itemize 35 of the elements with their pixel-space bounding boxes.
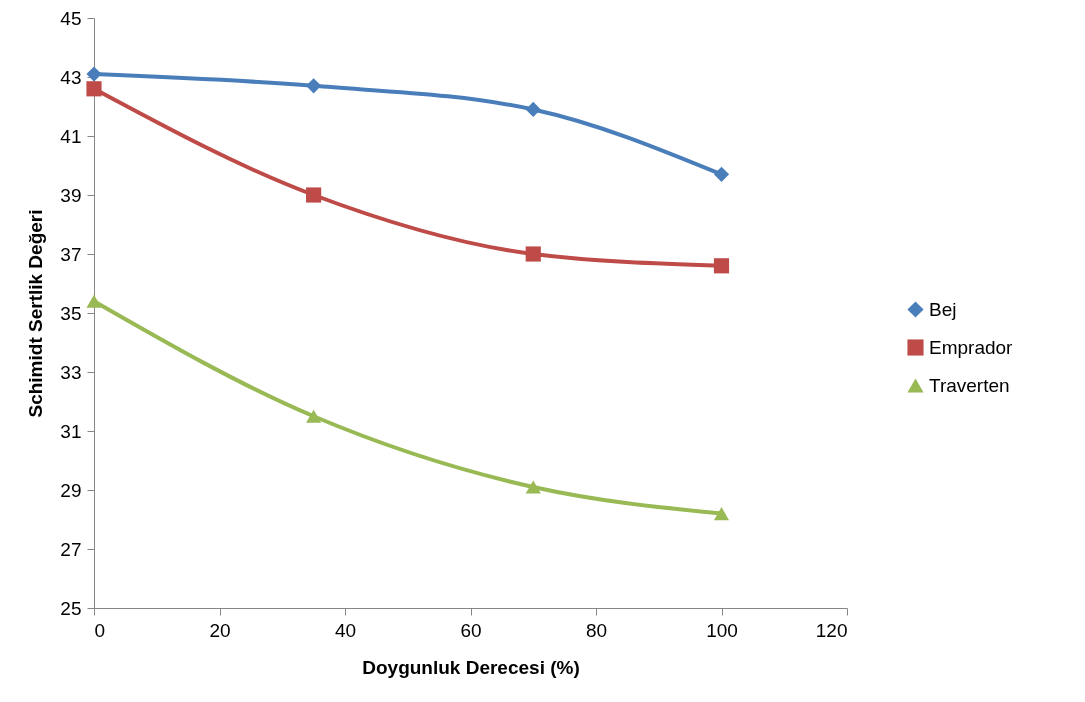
y-tick-label: 39 xyxy=(60,184,82,206)
point xyxy=(713,258,730,274)
y-tick-label: 29 xyxy=(60,479,82,501)
legend-label: Emprador xyxy=(929,336,1014,358)
point xyxy=(525,101,541,118)
x-axis-title: Doygunluk Derecesi (%) xyxy=(362,656,580,678)
y-tick-label: 31 xyxy=(60,420,82,442)
y-tick-label: 41 xyxy=(60,125,82,147)
y-tick-label: 43 xyxy=(60,66,82,88)
y-tick-label: 33 xyxy=(60,361,82,383)
point xyxy=(86,294,102,308)
x-tick-label: 100 xyxy=(706,619,738,641)
y-tick-label: 45 xyxy=(60,7,82,29)
point xyxy=(713,166,730,182)
x-tick-label: 20 xyxy=(209,619,231,641)
point xyxy=(713,507,730,521)
x-tick-label: 60 xyxy=(460,619,482,641)
x-tick-label: 40 xyxy=(334,619,357,641)
point xyxy=(86,66,102,82)
legend-label: Traverten xyxy=(929,374,1010,396)
point xyxy=(306,187,322,203)
y-tick-label: 25 xyxy=(60,597,82,619)
y-tick-label: 35 xyxy=(60,302,82,324)
legend-label: Bej xyxy=(929,298,957,320)
point xyxy=(306,409,322,423)
y-tick-label: 27 xyxy=(60,538,82,560)
point xyxy=(525,480,541,494)
x-tick-label: 80 xyxy=(585,619,608,641)
x-tick-label: 0 xyxy=(94,619,106,641)
y-tick-label: 37 xyxy=(60,243,82,265)
point xyxy=(525,246,541,262)
x-tick-label: 120 xyxy=(815,619,848,641)
point xyxy=(86,81,102,97)
y-axis-title: Schimidt Sertlik Değeri xyxy=(25,209,47,418)
point xyxy=(306,78,322,94)
